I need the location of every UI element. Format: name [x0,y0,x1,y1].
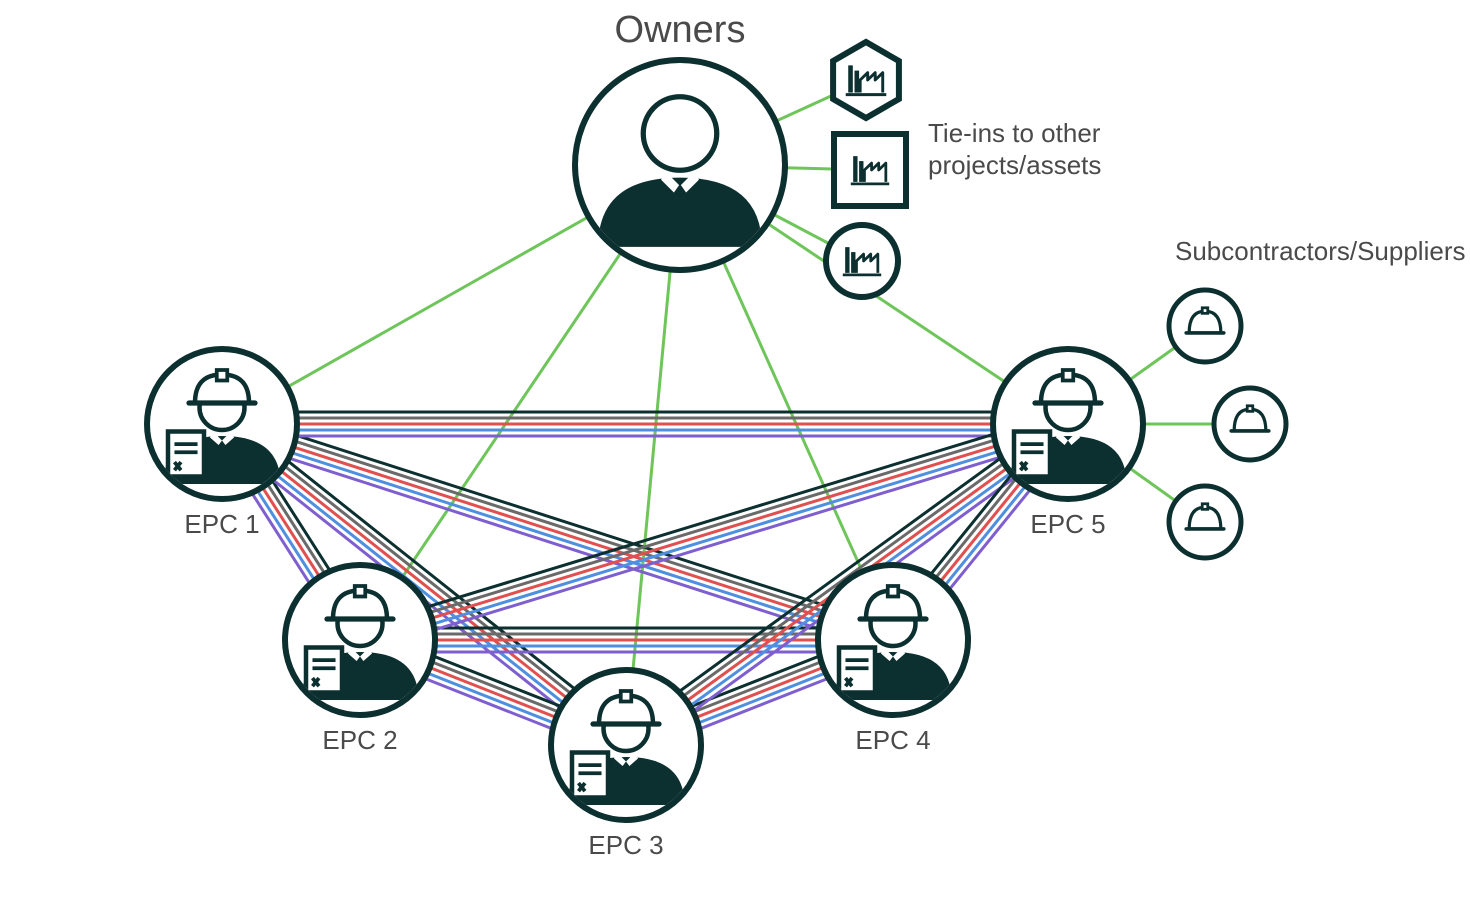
node-epc3 [551,670,701,820]
node-epc5 [993,349,1143,499]
label-epc4: EPC 4 [855,725,930,755]
sub-icon-2 [1169,486,1241,558]
asset-icon-0 [833,42,899,118]
label-epc3: EPC 3 [588,830,663,860]
asset-icon-1 [834,134,906,206]
edge [356,413,1064,629]
network-diagram: Owners EPC 1 EPC 2 EPC 3 EPC 4 EPC 5 Tie-ins t… [0,0,1470,907]
assets-label: Tie-ins to other [928,118,1101,148]
node-epc1 [147,349,297,499]
assets-label-2: projects/assets [928,150,1101,180]
label-epc2: EPC 2 [322,725,397,755]
label-epc1: EPC 1 [184,509,259,539]
asset-icon-2 [826,225,898,297]
subs-label: Subcontractors/Suppliers [1175,236,1465,266]
sub-icon-1 [1214,388,1286,460]
label-owner: Owners [615,9,746,51]
node-epc4 [818,565,968,715]
node-epc2 [285,565,435,715]
label-epc5: EPC 5 [1030,509,1105,539]
sub-icon-0 [1169,290,1241,362]
node-owner [575,60,785,270]
